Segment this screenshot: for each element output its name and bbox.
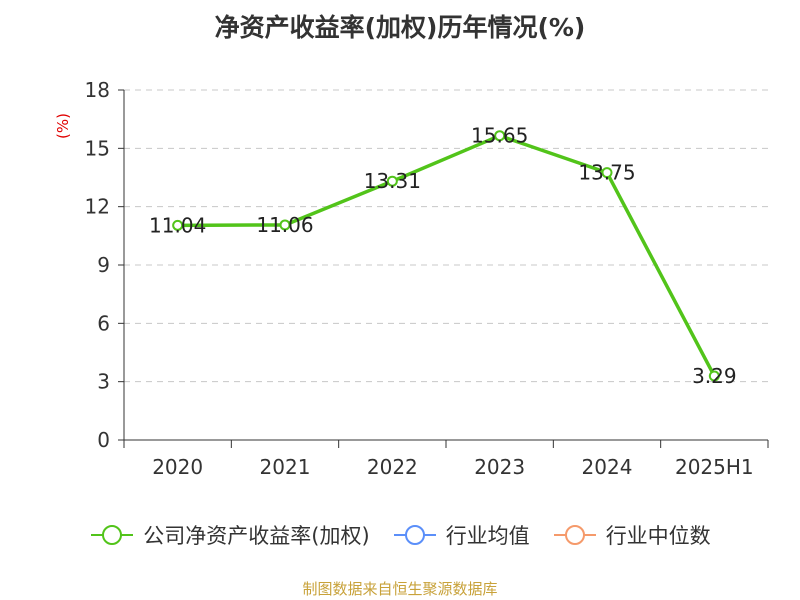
legend-item-industry-median[interactable]: 行业中位数 [552, 520, 711, 550]
chart-title: 净资产收益率(加权)历年情况(%) [214, 13, 586, 42]
legend-item-company[interactable]: 公司净资产收益率(加权) [89, 520, 370, 550]
x-tick-label: 2022 [367, 455, 418, 479]
data-label: 3.29 [692, 364, 737, 388]
legend-marker-industry-median-icon [553, 525, 596, 545]
data-point [494, 130, 506, 142]
y-tick-label: 18 [85, 78, 110, 102]
data-point [386, 175, 398, 187]
y-axis-label: (%) [54, 113, 72, 139]
legend-marker-industry-average-icon [393, 525, 436, 545]
y-tick-label: 0 [97, 428, 110, 452]
line-chart: 0 3 6 9 12 15 18 (%) 2020 2021 2022 2023 2024 2025H1 1… [54, 78, 769, 479]
legend-label-industry-median: 行业中位数 [605, 524, 711, 548]
data-label: 11.04 [149, 213, 206, 237]
y-tick-label: 15 [85, 136, 110, 160]
x-tick-label: 2021 [260, 455, 311, 479]
legend: 公司净资产收益率(加权) 行业均值 行业中位数 [0, 520, 800, 550]
legend-item-industry-average[interactable]: 行业均值 [392, 520, 530, 550]
data-label: 13.75 [578, 161, 635, 185]
data-point [708, 370, 720, 382]
x-tick-label: 2025H1 [675, 455, 754, 479]
legend-label-industry-average: 行业均值 [445, 524, 530, 548]
x-tick-label: 2020 [152, 455, 203, 479]
x-tick-label: 2023 [474, 455, 525, 479]
y-tick-label: 12 [85, 195, 110, 219]
series-line-company [177, 133, 716, 377]
y-tick-label: 3 [97, 370, 110, 394]
y-tick-label: 9 [97, 253, 110, 277]
x-tick-label: 2024 [582, 455, 633, 479]
legend-label-company: 公司净资产收益率(加权) [143, 524, 370, 548]
data-label: 13.31 [364, 169, 421, 193]
data-point [601, 167, 613, 179]
source-note: 制图数据来自恒生聚源数据库 [302, 580, 498, 598]
data-point [172, 219, 184, 231]
data-label: 11.06 [256, 213, 313, 237]
data-point [279, 219, 291, 231]
y-tick-label: 6 [97, 311, 110, 335]
data-label: 15.65 [471, 124, 528, 148]
legend-marker-company-icon [91, 525, 134, 545]
